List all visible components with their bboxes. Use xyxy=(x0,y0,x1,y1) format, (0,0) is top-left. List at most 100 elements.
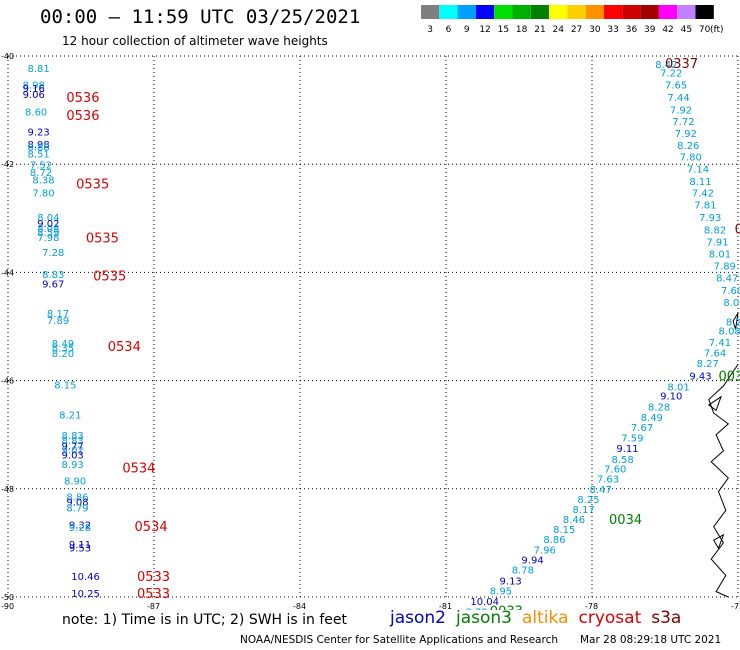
wave-height-value: 9.43 xyxy=(689,372,711,383)
legend-swatch xyxy=(567,5,586,19)
pass-time-label: 0533 xyxy=(137,587,170,602)
wave-height-value: 7.93 xyxy=(699,213,721,224)
wave-height-value: 9.28 xyxy=(69,523,91,534)
wave-height-value: 7.52 xyxy=(30,161,52,172)
wave-height-value: 7.64 xyxy=(704,348,726,359)
wave-height-value: 9.06 xyxy=(23,90,45,101)
pass-time-label: 0034 xyxy=(609,513,642,528)
legend-swatch xyxy=(658,5,678,19)
legend-swatch xyxy=(640,5,659,19)
legend-swatch xyxy=(457,5,476,19)
wave-height-value: 8.15 xyxy=(54,381,76,392)
lat-tick-label: -50 xyxy=(1,593,14,602)
legend-label: 39 xyxy=(644,25,656,35)
wave-height-value: 8.88 xyxy=(27,143,49,154)
wave-height-value: 7.92 xyxy=(670,105,692,116)
legend-swatch xyxy=(695,5,714,19)
wave-height-value: 9.77 xyxy=(62,441,84,452)
wave-height-value: 8.83 xyxy=(62,431,84,442)
legend-label: 45 xyxy=(681,25,692,35)
wave-height-value: 8.98 xyxy=(23,80,45,91)
wave-height-value: 7.60 xyxy=(721,286,740,297)
lat-tick-label: -40 xyxy=(1,52,14,61)
legend-swatch xyxy=(421,5,440,19)
wave-height-value: 8.86 xyxy=(543,535,565,546)
legend-swatch xyxy=(512,5,531,19)
wave-height-map: -40 -42 -44 -46 -48 -50-90 -87 -84 -81 -78 -75 8.81… xyxy=(1,52,740,610)
wave-height-value: 8.60 xyxy=(25,108,47,119)
legend-label: 18 xyxy=(516,25,528,35)
legend-swatch xyxy=(677,5,696,19)
wave-height-value: 10.04 xyxy=(470,597,499,608)
wave-height-value: 8.28 xyxy=(648,402,670,413)
wave-height-value: 8.01 xyxy=(667,382,689,393)
wave-height-value: 7.65 xyxy=(665,80,687,91)
wave-height-value: 8.82 xyxy=(704,225,726,236)
lon-tick-label: -90 xyxy=(1,602,14,610)
wave-height-value: 8.08 xyxy=(37,224,59,235)
pass-time-label: 0337 xyxy=(665,57,698,72)
legend-swatch xyxy=(604,5,623,19)
wave-height-value: 7.80 xyxy=(32,189,54,200)
wave-height-value: 8.98 xyxy=(27,140,49,151)
legend-label: 6 xyxy=(446,25,452,35)
map-title: 00:00 – 11:59 UTC 03/25/2021 xyxy=(40,6,361,28)
wave-height-value: 8.26 xyxy=(677,141,699,152)
pass-time-label: 03 xyxy=(735,222,740,237)
wave-height-value: 8.49 xyxy=(52,339,74,350)
wave-height-value: 8.20 xyxy=(52,349,74,360)
wave-height-value: 9.13 xyxy=(500,577,522,588)
legend-swatch xyxy=(585,5,604,19)
wave-height-value: 8.15 xyxy=(553,525,575,536)
legend-swatch xyxy=(530,5,550,19)
wave-height-value: 7.41 xyxy=(709,338,731,349)
credit-timestamp: Mar 28 08:29:18 UTC 2021 xyxy=(580,634,722,646)
lat-tick-label: -48 xyxy=(1,485,14,494)
legend-label: 21 xyxy=(534,25,545,35)
legend-label: 33 xyxy=(607,25,618,35)
wave-height-value: 8.83 xyxy=(42,270,64,281)
wave-height-value: 8.35 xyxy=(52,343,74,354)
wave-height-value: 10.46 xyxy=(71,572,100,583)
sat-jason3: jason3 xyxy=(456,608,512,628)
legend-unit: (ft) xyxy=(710,25,724,35)
sat-altika: altika xyxy=(522,608,569,628)
wave-height-value: 9.08 xyxy=(66,498,88,509)
wave-height-value: 9.03 xyxy=(62,451,84,462)
island-outline xyxy=(713,533,725,550)
wave-height-value: 8.38 xyxy=(32,176,54,187)
sat-cryosat: cryosat xyxy=(578,608,642,628)
pass-time-label: 0533 xyxy=(137,570,170,585)
wave-height-value: 7.96 xyxy=(534,546,556,557)
wave-height-value: 8.79 xyxy=(66,504,88,515)
pass-time-label: 0536 xyxy=(66,109,99,124)
wave-height-value: 9.11 xyxy=(616,444,638,455)
lon-tick-label: -84 xyxy=(293,602,306,610)
legend-label: 27 xyxy=(571,25,582,35)
wave-height-value: 9.16 xyxy=(23,84,45,95)
coastline xyxy=(708,364,739,598)
wave-height-value: 7.81 xyxy=(694,201,716,212)
wave-height-value: 10.25 xyxy=(71,589,100,600)
island-outline xyxy=(732,312,739,330)
credit-text: NOAA/NESDIS Center for Satellite Applica… xyxy=(240,634,558,646)
wave-height-value: 9.53 xyxy=(69,544,91,555)
legend-swatch xyxy=(494,5,513,19)
wave-height-value: 8.59 xyxy=(37,228,59,239)
legend-swatch xyxy=(622,5,641,19)
wave-height-value: 7.60 xyxy=(604,465,626,476)
wave-height-value: 7.14 xyxy=(687,164,709,175)
wave-height-value: 8.83 xyxy=(62,436,84,447)
wave-height-value: 7.42 xyxy=(692,189,714,200)
wave-height-value: 8.17 xyxy=(573,505,595,516)
legend-label: 3 xyxy=(427,25,433,35)
wave-height-value: 9.67 xyxy=(42,280,64,291)
legend-label: 24 xyxy=(553,25,565,35)
wave-height-value: 7.80 xyxy=(680,152,702,163)
wave-height-value: 8.72 xyxy=(465,607,487,610)
wave-height-value: 8.78 xyxy=(512,566,534,577)
sat-jason2: jason2 xyxy=(390,608,446,628)
lat-tick-label: -42 xyxy=(1,160,14,169)
legend-label: 42 xyxy=(662,25,673,35)
wave-height-value: 8.08 xyxy=(719,327,740,338)
